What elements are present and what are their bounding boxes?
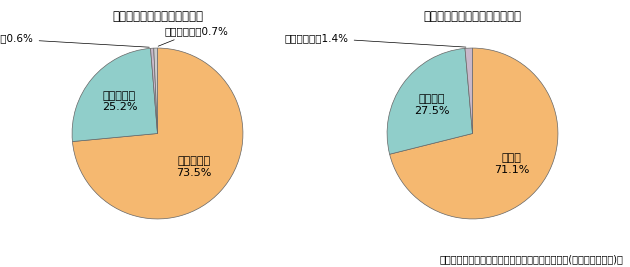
Wedge shape [465, 48, 472, 134]
Text: 関心がある
73.5%: 関心がある 73.5% [176, 156, 212, 178]
Title: 個人情報の漏えいに対する不安: 個人情報の漏えいに対する不安 [423, 10, 522, 23]
Text: わからない　0.7%: わからない 0.7% [158, 26, 228, 46]
Text: わからない　1.4%: わからない 1.4% [285, 33, 466, 47]
Wedge shape [387, 48, 472, 154]
Title: 個人情報の保護に対する関心: 個人情報の保護に対する関心 [112, 10, 203, 23]
Wedge shape [154, 48, 158, 134]
Text: 感じる
71.1%: 感じる 71.1% [494, 153, 529, 175]
Text: 関心がない
25.2%: 関心がない 25.2% [102, 91, 137, 112]
Wedge shape [389, 48, 558, 219]
Wedge shape [72, 48, 158, 142]
Text: （出典）内閣府「個人情報保護に関する世論調査(平成１８年９月)」: （出典）内閣府「個人情報保護に関する世論調査(平成１８年９月)」 [440, 254, 624, 264]
Wedge shape [151, 48, 158, 134]
Text: どちらともいえない　0.6%: どちらともいえない 0.6% [0, 33, 149, 47]
Text: 感じない
27.5%: 感じない 27.5% [415, 94, 450, 116]
Wedge shape [72, 48, 243, 219]
